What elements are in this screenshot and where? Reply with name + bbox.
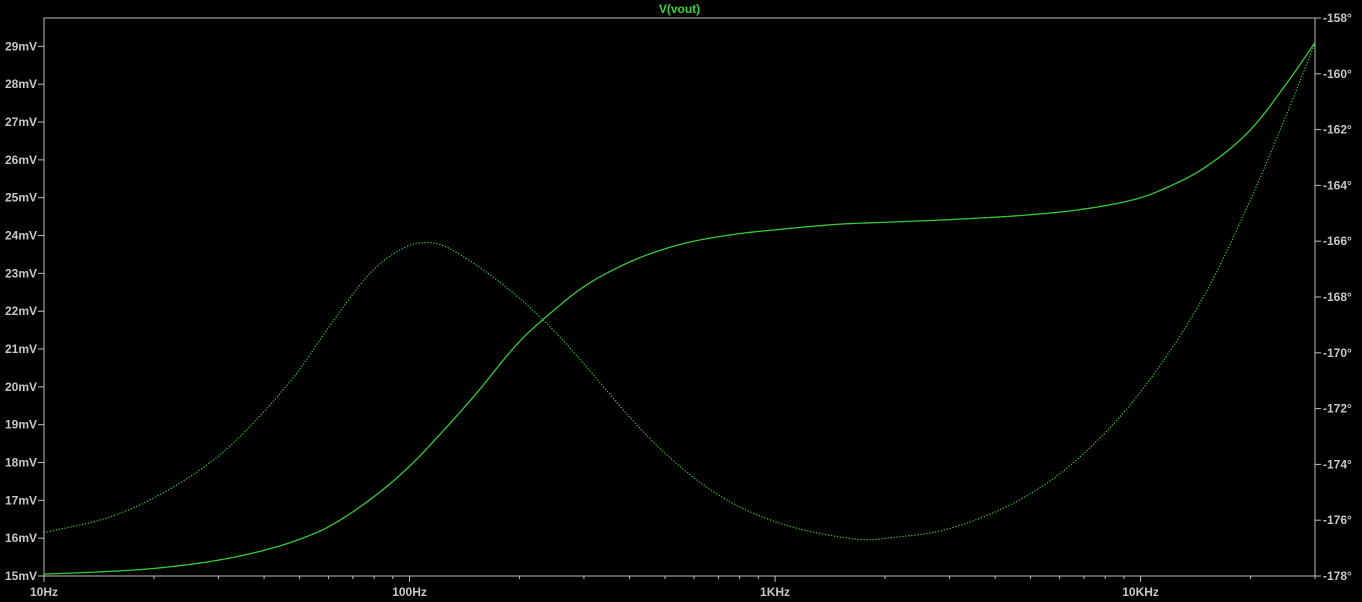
y-right-tick-label: -158° xyxy=(1323,11,1352,25)
series-layer xyxy=(43,42,1316,575)
y-right-tick-label: -174° xyxy=(1323,457,1352,471)
x-axis: 10Hz 100Hz 1KHz 10KHz xyxy=(30,576,1316,599)
y-left-tick-label: 22mV xyxy=(5,304,37,318)
y-left-tick-label: 28mV xyxy=(5,77,37,91)
y-right-tick-label: -168° xyxy=(1323,290,1352,304)
y-left-tick-label: 17mV xyxy=(5,493,37,507)
x-tick-label: 10KHz xyxy=(1122,585,1159,599)
y-left-tick-label: 26mV xyxy=(5,153,37,167)
y-left-tick-label: 20mV xyxy=(5,380,37,394)
magnitude-series-line xyxy=(43,42,1316,575)
left-axis: 15mV 16mV 17mV 18mV 19mV 20mV 21mV 22mV 23mV 24mV… xyxy=(5,39,44,583)
y-right-tick-label: -172° xyxy=(1323,402,1352,416)
y-left-tick-label: 18mV xyxy=(5,456,37,470)
y-right-tick-label: -176° xyxy=(1323,513,1352,527)
y-left-tick-label: 24mV xyxy=(5,229,37,243)
right-axis: -158° -160° -162° -164° -166° -168° -170° -172°… xyxy=(1315,11,1352,583)
y-left-tick-label: 21mV xyxy=(5,342,37,356)
y-right-tick-label: -162° xyxy=(1323,123,1352,137)
y-right-tick-label: -160° xyxy=(1323,67,1352,81)
y-right-tick-label: -170° xyxy=(1323,346,1352,360)
y-right-tick-label: -166° xyxy=(1323,234,1352,248)
y-left-tick-label: 15mV xyxy=(5,569,37,583)
x-tick-label: 10Hz xyxy=(30,585,58,599)
y-left-tick-label: 29mV xyxy=(5,39,37,53)
x-tick-label: 100Hz xyxy=(392,585,427,599)
y-left-tick-label: 25mV xyxy=(5,191,37,205)
y-left-tick-label: 16mV xyxy=(5,531,37,545)
y-left-tick-label: 23mV xyxy=(5,266,37,280)
y-right-tick-label: -164° xyxy=(1323,178,1352,192)
y-left-tick-label: 27mV xyxy=(5,115,37,129)
y-left-tick-label: 19mV xyxy=(5,418,37,432)
x-tick-label: 1KHz xyxy=(760,585,790,599)
chart-title: V(vout) xyxy=(659,2,700,16)
y-right-tick-label: -178° xyxy=(1323,569,1352,583)
